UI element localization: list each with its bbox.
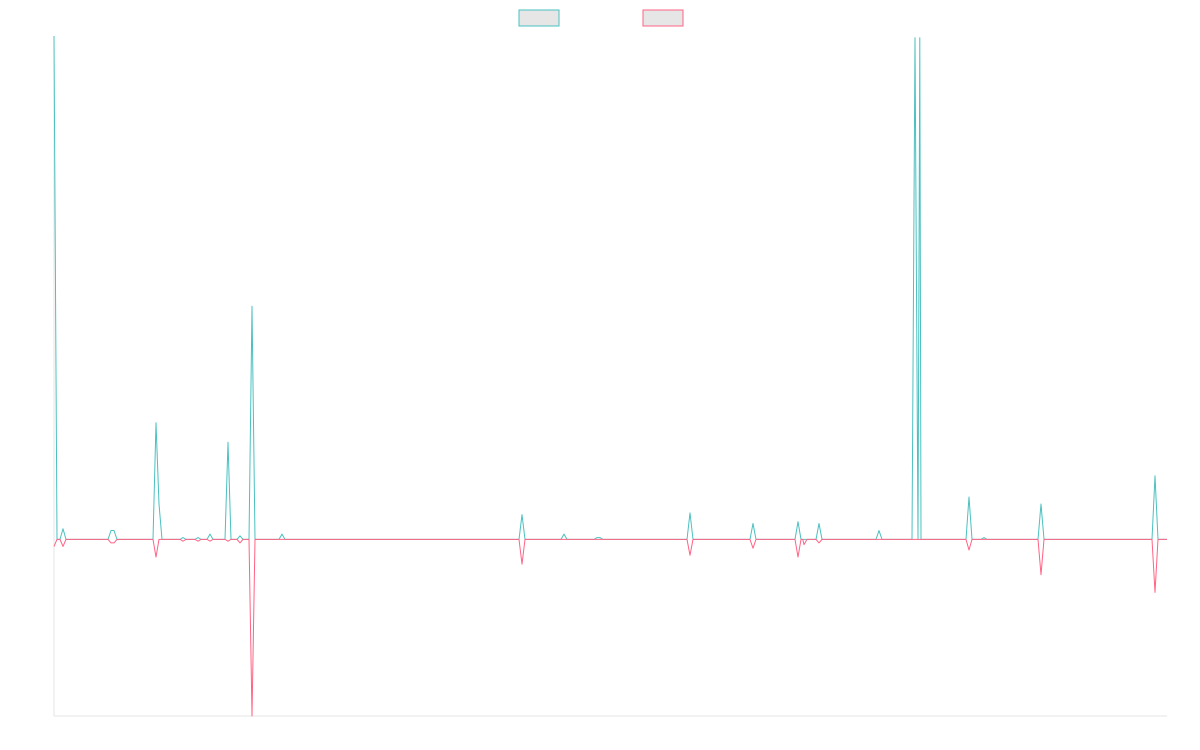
series-layer xyxy=(53,35,1167,717)
legend-swatch-2 xyxy=(642,9,684,27)
legend-item-2[interactable] xyxy=(642,9,684,27)
legend-item-1[interactable] xyxy=(518,9,560,27)
series-line-1 xyxy=(53,35,1167,540)
series-line-2 xyxy=(53,538,1167,717)
legend xyxy=(518,9,684,27)
chart-axes xyxy=(53,36,1167,717)
legend-swatch-1 xyxy=(518,9,560,27)
